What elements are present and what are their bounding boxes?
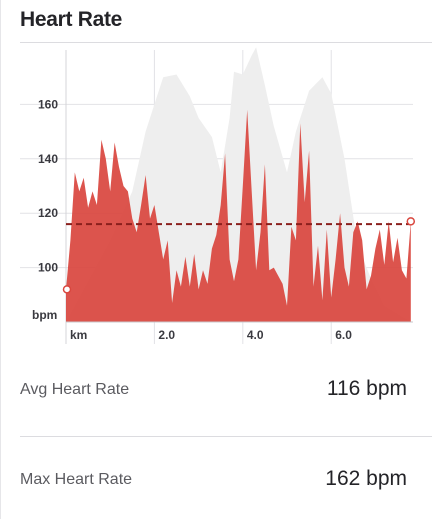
y-tick-label-160: 160	[38, 97, 58, 111]
y-tick-label-140: 140	[38, 152, 58, 166]
y-tick-label-120: 120	[38, 206, 58, 220]
y-unit-label: bpm	[32, 308, 57, 322]
avg-heart-rate-label: Avg Heart Rate	[20, 381, 130, 398]
x-tick-label-6.0: 6.0	[335, 328, 352, 342]
title-divider	[20, 42, 432, 43]
heart-rate-area	[66, 109, 411, 322]
max-heart-rate-value: 162 bpm	[325, 467, 407, 490]
card-title: Heart Rate	[20, 8, 123, 31]
card-left-border	[0, 0, 1, 519]
avg-heart-rate-value: 116 bpm	[326, 377, 407, 400]
x-unit-label: km	[70, 328, 87, 342]
start-marker	[62, 285, 72, 294]
max-heart-rate-row: Max Heart Rate 162 bpm	[20, 461, 432, 501]
end-marker	[406, 217, 416, 226]
stats-divider	[20, 436, 432, 437]
x-tick-label-4.0: 4.0	[247, 328, 264, 342]
x-tick-label-2.0: 2.0	[158, 328, 175, 342]
avg-heart-rate-row: Avg Heart Rate 116 bpm	[20, 371, 432, 411]
y-tick-label-100: 100	[38, 261, 58, 275]
max-heart-rate-label: Max Heart Rate	[20, 471, 133, 488]
